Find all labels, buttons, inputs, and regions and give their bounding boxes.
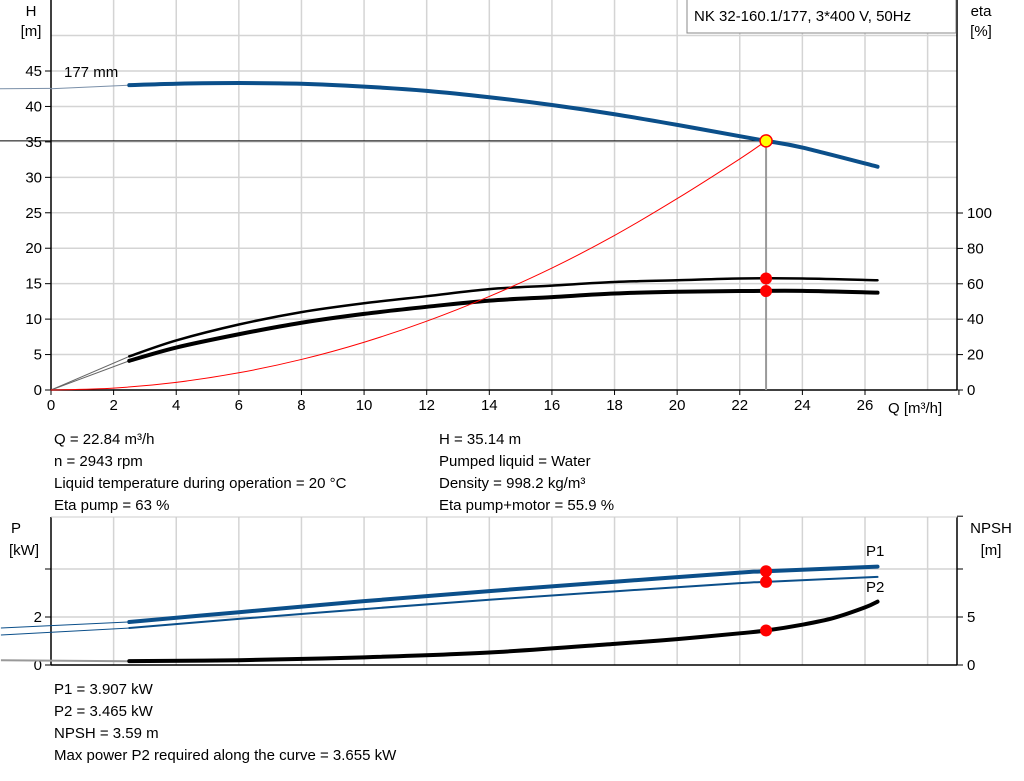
info-p2: P2 = 3.465 kW	[54, 703, 153, 720]
x-tick-label: 16	[544, 397, 561, 414]
P2-extension-line	[0, 627, 130, 636]
chart-title: NK 32-160.1/177, 3*400 V, 50Hz	[694, 8, 911, 25]
y-tick-label: 30	[25, 169, 42, 186]
info-head: H = 35.14 m	[439, 431, 522, 448]
y-right-tick-label: 0	[967, 657, 975, 674]
p2-marker	[760, 575, 773, 588]
info-speed: n = 2943 rpm	[54, 453, 143, 470]
info-liquid: Pumped liquid = Water	[439, 453, 591, 470]
info-p1: P1 = 3.907 kW	[54, 681, 153, 698]
y-tick-label: 15	[25, 276, 42, 293]
info-right: H = 35.14 m Pumped liquid = Water Densit…	[439, 429, 614, 517]
eta-pump-motor-marker	[760, 285, 773, 298]
y-right-tick-label: 0	[967, 382, 975, 399]
y-right-tick-label: 20	[967, 347, 984, 364]
info-left: Q = 22.84 m³/h n = 2943 rpm Liquid tempe…	[54, 429, 346, 517]
y-right-axis-title: eta	[971, 3, 993, 20]
y-right-axis-unit: [%]	[970, 23, 992, 40]
x-tick-label: 24	[794, 397, 811, 414]
info-temperature: Liquid temperature during operation = 20…	[54, 475, 347, 492]
p2-curve	[128, 575, 879, 630]
x-tick-label: 26	[857, 397, 874, 414]
y-tick-label: 10	[25, 311, 42, 328]
p1-curve	[127, 564, 880, 625]
x-tick-label: 14	[481, 397, 498, 414]
x-tick-label: 10	[356, 397, 373, 414]
eta_pump-extension-line	[50, 355, 130, 391]
y-tick-label: 45	[25, 63, 42, 80]
x-tick-label: 2	[109, 397, 117, 414]
y-tick-label: 0	[34, 657, 42, 674]
y-tick-label: 5	[34, 347, 42, 364]
y-tick-label: 25	[25, 205, 42, 222]
info-bottom: P1 = 3.907 kW P2 = 3.465 kW NPSH = 3.59 …	[54, 679, 396, 767]
x-tick-label: 4	[172, 397, 180, 414]
y-right-axis-title: NPSH	[970, 520, 1012, 537]
y-right-tick-label: 5	[967, 609, 975, 626]
y-tick-label: 2	[34, 609, 42, 626]
npsh-marker	[760, 624, 773, 637]
eta-pump-marker	[760, 272, 773, 285]
npsh-curve	[127, 599, 880, 664]
y-axis-unit: [kW]	[9, 542, 39, 559]
x-tick-label: 0	[47, 397, 55, 414]
p2-label: P2	[866, 579, 884, 596]
x-axis-title: Q [m³/h]	[888, 400, 942, 417]
info-flow: Q = 22.84 m³/h	[54, 431, 155, 448]
info-eta-pump-motor: Eta pump+motor = 55.9 %	[439, 497, 615, 514]
p1-marker	[760, 565, 773, 578]
duty-point-marker	[759, 134, 773, 148]
y-tick-label: 40	[25, 98, 42, 115]
info-max-p2: Max power P2 required along the curve = …	[54, 747, 397, 764]
eta-pump-motor-curve	[127, 288, 880, 363]
title-box	[686, 0, 957, 34]
y-right-tick-label: 80	[967, 240, 984, 257]
y-tick-label: 35	[25, 134, 42, 151]
eta_pump_motor-extension-line	[50, 360, 130, 391]
system-curve-curve	[50, 140, 767, 391]
x-tick-label: 20	[669, 397, 686, 414]
y-right-tick-label: 100	[967, 205, 992, 222]
y-right-tick-label: 60	[967, 276, 984, 293]
H-extension-line	[50, 84, 130, 90]
impeller-diameter-label: 177 mm	[64, 64, 118, 81]
y-tick-label: 0	[34, 382, 42, 399]
x-tick-label: 12	[418, 397, 435, 414]
eta-pump-curve	[128, 277, 879, 358]
y-axis-unit: [m]	[21, 23, 42, 40]
p1-label: P1	[866, 543, 884, 560]
y-axis-title: P	[11, 520, 21, 537]
y-tick-label: 20	[25, 240, 42, 257]
y-right-tick-label: 40	[967, 311, 984, 328]
y-right-axis-unit: [m]	[981, 542, 1002, 559]
info-npsh: NPSH = 3.59 m	[54, 725, 159, 742]
P1-extension-line	[0, 621, 130, 629]
info-eta-pump: Eta pump = 63 %	[54, 497, 170, 514]
NPSH-extension-line	[0, 659, 130, 663]
x-tick-label: 6	[235, 397, 243, 414]
x-tick-label: 8	[297, 397, 305, 414]
x-tick-label: 22	[731, 397, 748, 414]
x-tick-label: 18	[606, 397, 623, 414]
y-axis-title: H	[26, 3, 37, 20]
info-density: Density = 998.2 kg/m³	[439, 475, 586, 492]
